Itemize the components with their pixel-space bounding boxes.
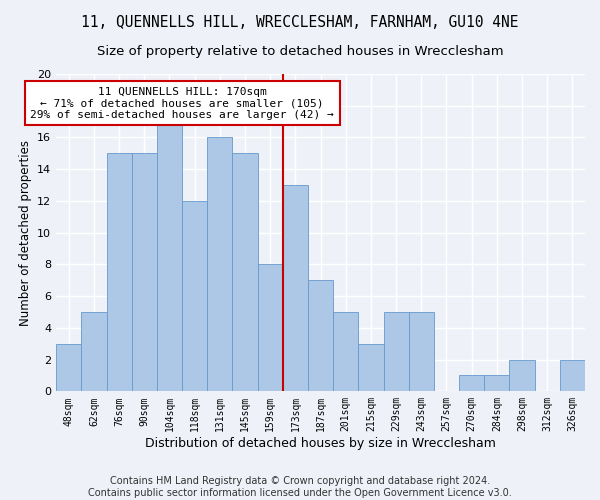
Bar bbox=[182, 201, 207, 392]
Bar bbox=[560, 360, 585, 392]
Text: Contains HM Land Registry data © Crown copyright and database right 2024.
Contai: Contains HM Land Registry data © Crown c… bbox=[88, 476, 512, 498]
Bar bbox=[509, 360, 535, 392]
Bar bbox=[358, 344, 383, 392]
Text: Size of property relative to detached houses in Wrecclesham: Size of property relative to detached ho… bbox=[97, 45, 503, 58]
Y-axis label: Number of detached properties: Number of detached properties bbox=[19, 140, 32, 326]
Text: 11, QUENNELLS HILL, WRECCLESHAM, FARNHAM, GU10 4NE: 11, QUENNELLS HILL, WRECCLESHAM, FARNHAM… bbox=[81, 15, 519, 30]
Bar bbox=[257, 264, 283, 392]
Bar bbox=[157, 122, 182, 392]
Bar bbox=[207, 138, 232, 392]
X-axis label: Distribution of detached houses by size in Wrecclesham: Distribution of detached houses by size … bbox=[145, 437, 496, 450]
Bar bbox=[459, 376, 484, 392]
Text: 11 QUENNELLS HILL: 170sqm
← 71% of detached houses are smaller (105)
29% of semi: 11 QUENNELLS HILL: 170sqm ← 71% of detac… bbox=[30, 86, 334, 120]
Bar bbox=[333, 312, 358, 392]
Bar bbox=[409, 312, 434, 392]
Bar bbox=[132, 154, 157, 392]
Bar bbox=[308, 280, 333, 392]
Bar bbox=[283, 185, 308, 392]
Bar bbox=[484, 376, 509, 392]
Bar bbox=[232, 154, 257, 392]
Bar bbox=[82, 312, 107, 392]
Bar bbox=[107, 154, 132, 392]
Bar bbox=[56, 344, 82, 392]
Bar bbox=[383, 312, 409, 392]
